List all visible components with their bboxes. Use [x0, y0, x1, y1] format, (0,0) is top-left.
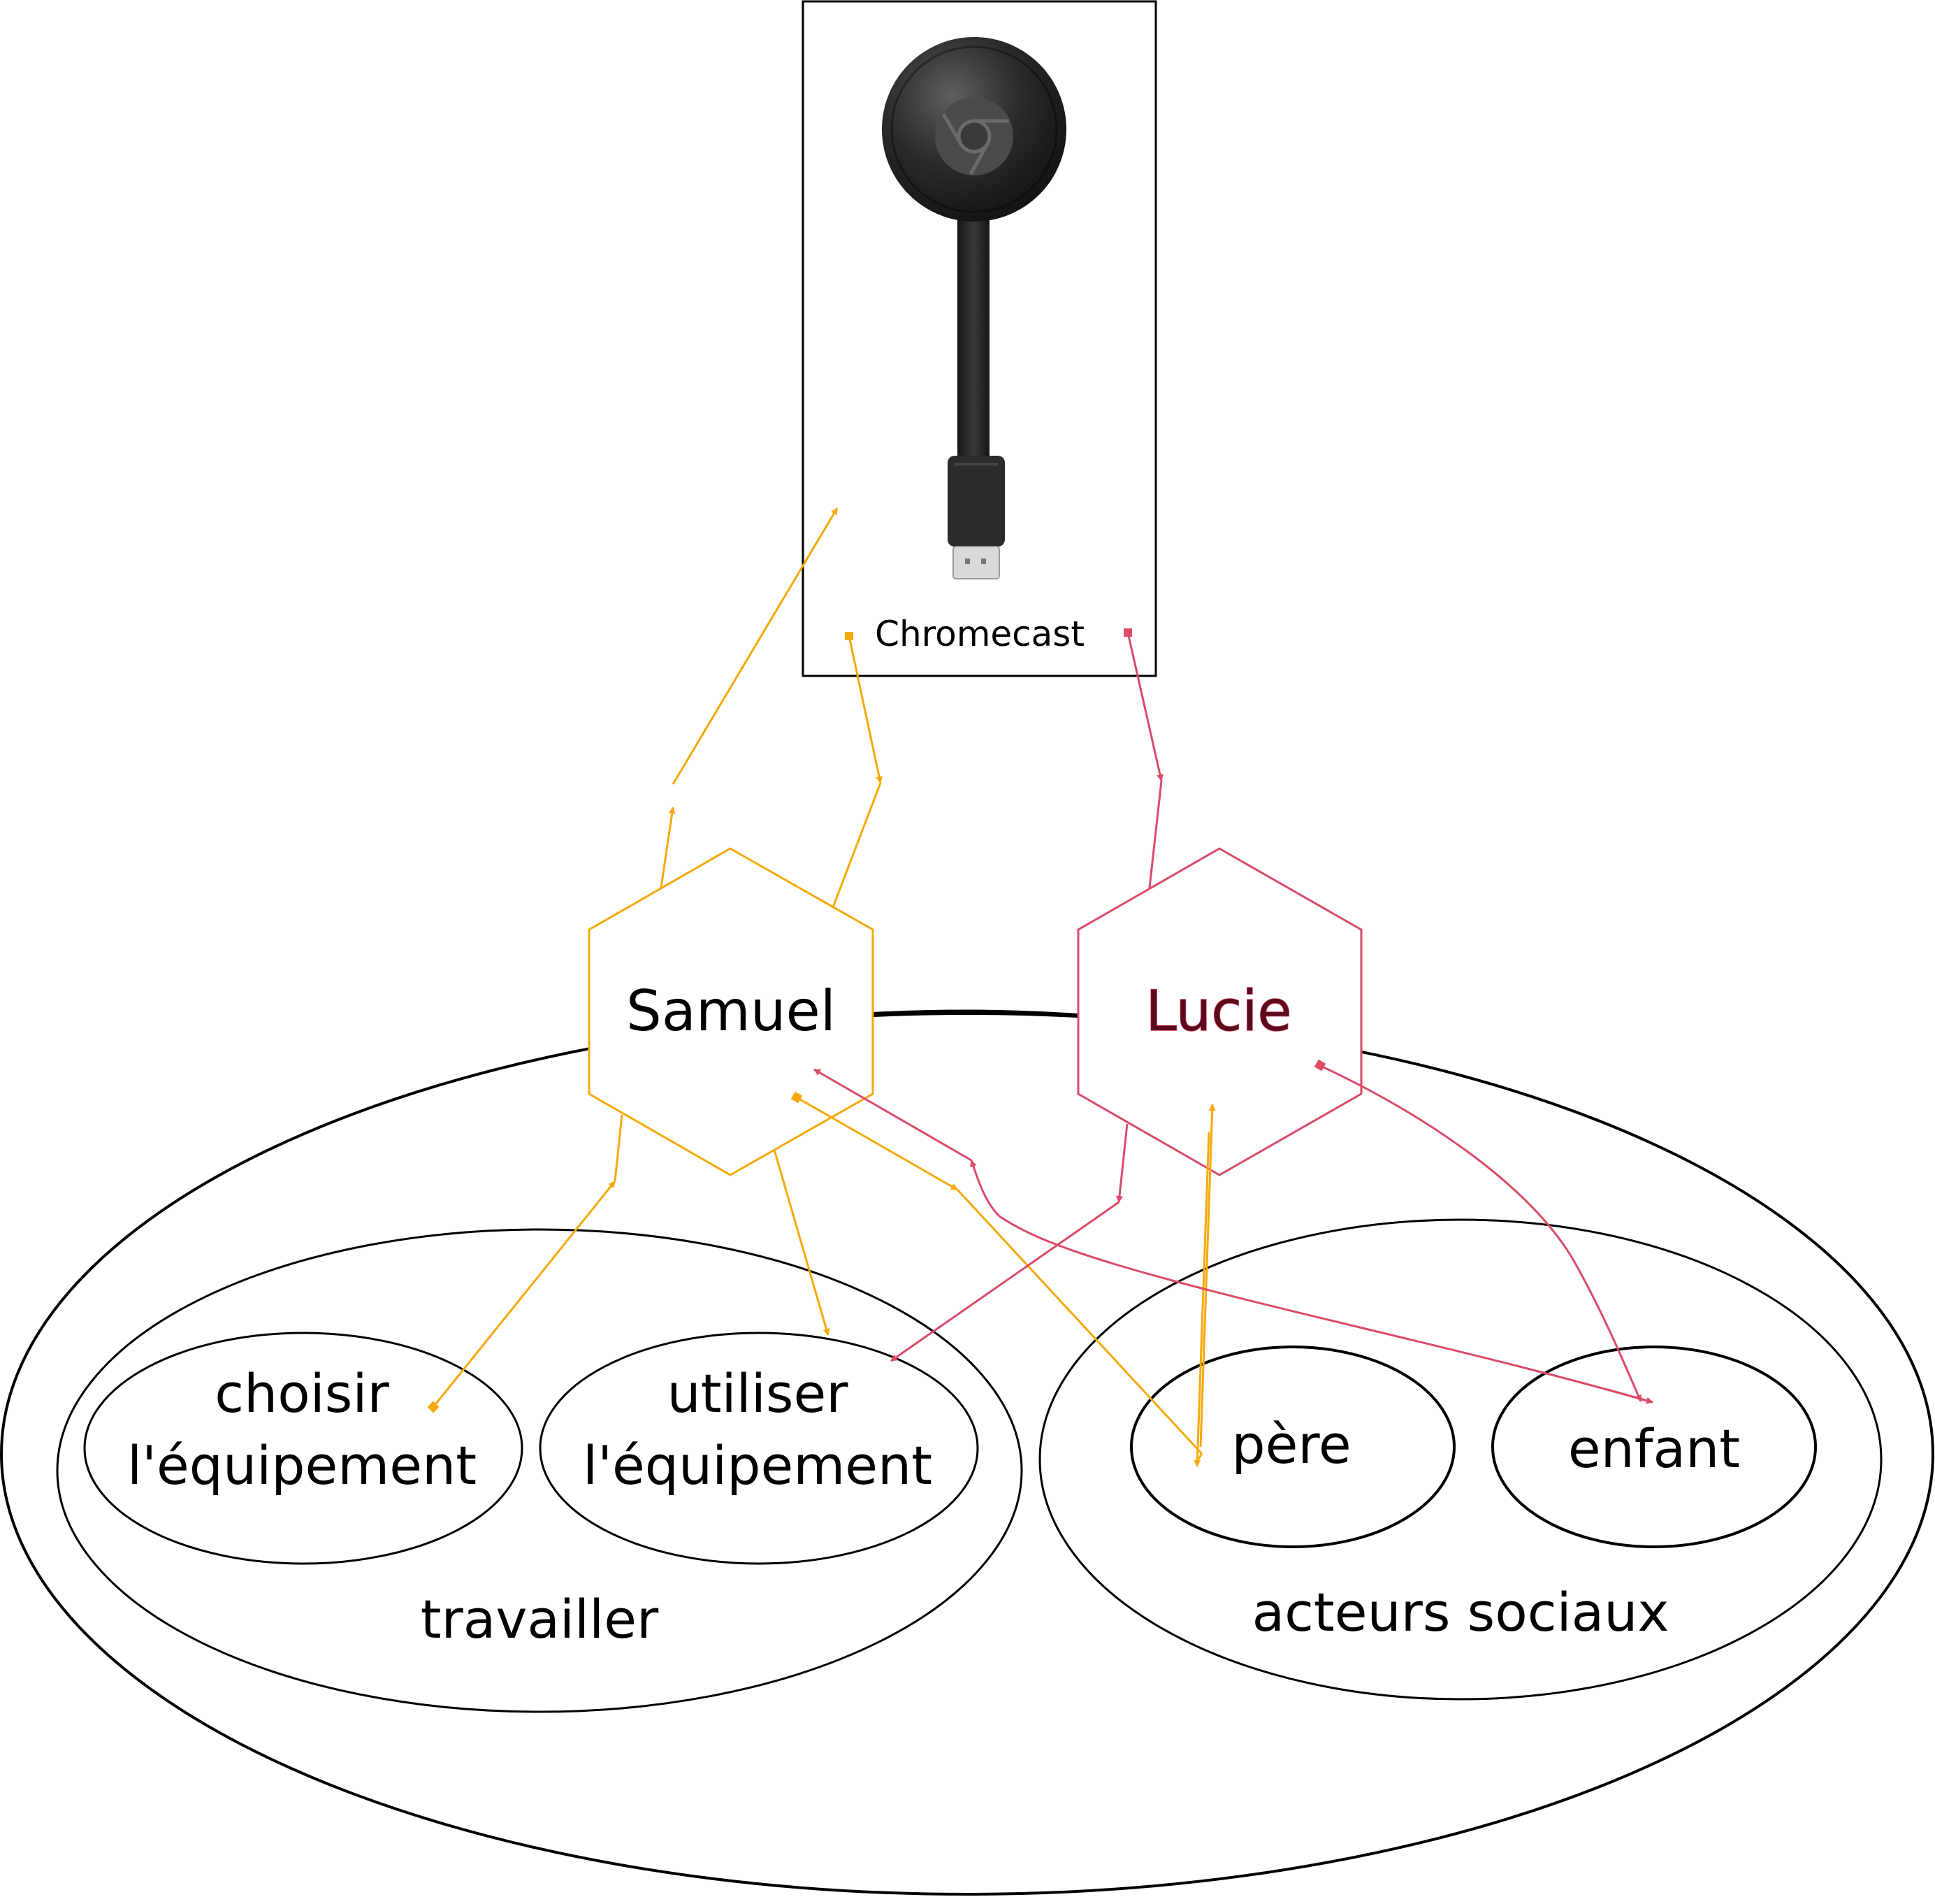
- arrow-samuel-to-pere: [796, 1096, 958, 1191]
- arrow-samuel-to-pere-2: [956, 1188, 1203, 1455]
- lucie-node: Lucie: [1077, 847, 1363, 1176]
- pere-label: père: [1231, 1413, 1351, 1476]
- arrow-lucie-to-enfant: [1320, 1065, 1642, 1402]
- arrow-choisir-to-samuel-2: [614, 1114, 623, 1182]
- arrow-samuel-to-chromecast-2: [672, 507, 839, 785]
- enfant-label: enfant: [1568, 1418, 1740, 1480]
- samuel-hexagon: [588, 847, 874, 1176]
- samuel-arrows: [427, 507, 1216, 1467]
- samuel-lucie-link: [872, 1009, 1079, 1016]
- chromecast-box: Chromecast: [802, 0, 1157, 677]
- acteurs-sociaux-label: acteurs sociaux: [1252, 1581, 1669, 1643]
- travailler-group: choisir l'équipement utiliser l'équipeme…: [56, 1228, 1023, 1713]
- lucie-label: Lucie: [1145, 979, 1291, 1044]
- enfant-ellipse: [1491, 1346, 1817, 1548]
- arrow-samuel-to-utiliser: [773, 1149, 830, 1336]
- outer-context-ellipse: [0, 1012, 1934, 1896]
- arrow-lucie-to-pere: [1194, 1132, 1210, 1467]
- arrow-lucie-to-utiliser: [1115, 1123, 1129, 1203]
- chromecast-dongle-icon: [882, 37, 1066, 579]
- arrow-enfant-to-samuel-3: [813, 1068, 972, 1162]
- utiliser-label-line-1: utiliser: [667, 1362, 849, 1425]
- arrow-enfant-to-samuel-2: [970, 1160, 1001, 1218]
- arrow-lucie-to-utiliser-2: [890, 1201, 1119, 1362]
- arrow-choisir-to-samuel: [432, 1181, 616, 1408]
- utiliser-label-line-2: l'équipement: [583, 1434, 932, 1496]
- utiliser-ellipse: [539, 1332, 979, 1565]
- pere-ellipse: [1130, 1346, 1456, 1548]
- lucie-arrows: [813, 628, 1653, 1404]
- chromecast-label: Chromecast: [875, 614, 1085, 654]
- arrow-samuel-to-chromecast: [660, 807, 676, 888]
- arrow-chromecast-to-samuel: [848, 635, 883, 784]
- travailler-label: travailler: [421, 1588, 659, 1650]
- arrow-chromecast-to-lucie: [1126, 632, 1164, 781]
- arrow-to-enfant: [1607, 1388, 1653, 1404]
- acteurs-sociaux-group: père enfant acteurs sociaux: [1038, 1218, 1883, 1701]
- choisir-ellipse: [83, 1332, 523, 1565]
- lucie-hexagon: [1077, 847, 1363, 1176]
- arrow-chromecast-to-lucie-2: [1148, 780, 1163, 888]
- samuel-node: Samuel: [588, 847, 874, 1176]
- choisir-label-line-2: l'équipement: [127, 1434, 477, 1496]
- acteurs-sociaux-ellipse: [1038, 1218, 1883, 1701]
- samuel-label: Samuel: [626, 979, 836, 1044]
- arrow-pere-to-lucie: [1199, 1104, 1216, 1448]
- arrow-enfant-to-samuel: [999, 1215, 1650, 1403]
- arrow-chromecast-to-samuel-2: [832, 782, 882, 908]
- choisir-label-line-1: choisir: [215, 1362, 389, 1425]
